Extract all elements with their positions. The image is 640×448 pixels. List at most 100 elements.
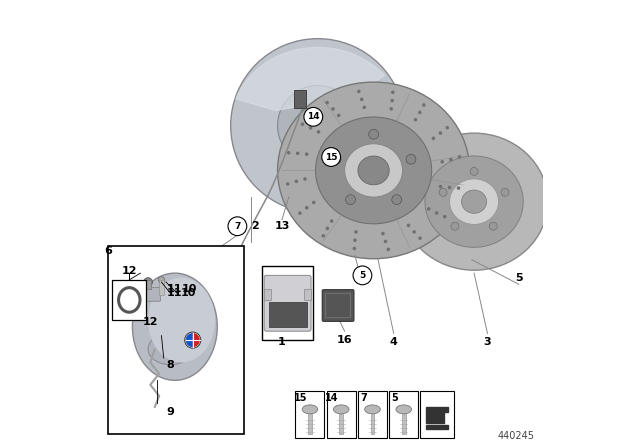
- Text: 12: 12: [143, 317, 158, 327]
- Circle shape: [431, 137, 435, 140]
- Circle shape: [322, 148, 340, 166]
- Circle shape: [294, 180, 298, 183]
- FancyBboxPatch shape: [113, 280, 146, 320]
- Text: 4: 4: [390, 337, 397, 347]
- Text: 5: 5: [515, 272, 522, 283]
- Circle shape: [296, 151, 300, 155]
- Circle shape: [326, 227, 329, 230]
- Ellipse shape: [316, 117, 431, 224]
- Circle shape: [391, 90, 395, 94]
- Circle shape: [390, 99, 394, 102]
- Circle shape: [158, 277, 164, 283]
- Polygon shape: [287, 158, 349, 204]
- Circle shape: [381, 232, 385, 235]
- Circle shape: [143, 278, 152, 287]
- FancyBboxPatch shape: [264, 276, 311, 331]
- Circle shape: [332, 154, 341, 164]
- Ellipse shape: [344, 144, 403, 197]
- Text: 2: 2: [252, 221, 259, 231]
- Circle shape: [298, 211, 301, 215]
- Text: 15: 15: [294, 393, 308, 403]
- Circle shape: [286, 182, 289, 186]
- Wedge shape: [278, 86, 358, 166]
- Wedge shape: [193, 333, 200, 340]
- Polygon shape: [236, 47, 385, 111]
- Circle shape: [419, 237, 422, 240]
- Text: 11: 11: [167, 288, 182, 298]
- Circle shape: [301, 122, 304, 126]
- Polygon shape: [426, 407, 449, 423]
- Circle shape: [353, 266, 372, 285]
- Circle shape: [449, 158, 452, 161]
- Circle shape: [438, 131, 442, 135]
- Circle shape: [457, 186, 460, 190]
- Ellipse shape: [365, 405, 380, 414]
- Circle shape: [332, 107, 335, 111]
- Text: 11: 11: [167, 284, 182, 294]
- Circle shape: [445, 126, 449, 129]
- Circle shape: [418, 111, 422, 114]
- Circle shape: [305, 152, 308, 156]
- FancyBboxPatch shape: [358, 392, 387, 439]
- Ellipse shape: [396, 405, 412, 414]
- Circle shape: [360, 98, 364, 101]
- Text: 3: 3: [484, 337, 492, 347]
- Circle shape: [439, 185, 442, 189]
- Text: 1: 1: [278, 337, 286, 347]
- Circle shape: [362, 106, 366, 109]
- Circle shape: [440, 160, 444, 164]
- FancyBboxPatch shape: [145, 280, 151, 289]
- Circle shape: [458, 155, 461, 159]
- Text: 13: 13: [275, 221, 290, 231]
- Text: 7: 7: [234, 222, 241, 231]
- Text: 14: 14: [325, 393, 339, 403]
- Ellipse shape: [302, 405, 318, 414]
- Ellipse shape: [148, 333, 193, 365]
- FancyBboxPatch shape: [305, 289, 311, 300]
- Text: 12: 12: [122, 266, 137, 276]
- Ellipse shape: [333, 405, 349, 414]
- Circle shape: [392, 195, 402, 205]
- Ellipse shape: [449, 179, 499, 224]
- Ellipse shape: [401, 133, 548, 270]
- Circle shape: [337, 114, 340, 117]
- Ellipse shape: [461, 190, 486, 213]
- FancyBboxPatch shape: [402, 414, 406, 434]
- FancyBboxPatch shape: [108, 246, 244, 434]
- Circle shape: [384, 240, 387, 243]
- Text: 440245: 440245: [497, 431, 534, 440]
- Circle shape: [321, 234, 325, 237]
- Circle shape: [427, 207, 431, 211]
- Text: 10: 10: [180, 288, 196, 298]
- Ellipse shape: [124, 294, 134, 306]
- Ellipse shape: [425, 156, 524, 247]
- Circle shape: [305, 206, 308, 210]
- Circle shape: [317, 130, 320, 134]
- Circle shape: [185, 332, 201, 348]
- Ellipse shape: [358, 156, 389, 185]
- Circle shape: [353, 238, 357, 242]
- FancyBboxPatch shape: [264, 289, 271, 300]
- FancyBboxPatch shape: [420, 392, 454, 439]
- Text: 5: 5: [359, 271, 365, 280]
- Text: 15: 15: [325, 152, 337, 162]
- Circle shape: [422, 103, 426, 107]
- Circle shape: [228, 217, 247, 236]
- Text: 7: 7: [360, 393, 367, 403]
- Polygon shape: [426, 425, 449, 430]
- Circle shape: [413, 118, 417, 121]
- Circle shape: [443, 215, 447, 219]
- Circle shape: [312, 201, 316, 204]
- FancyBboxPatch shape: [133, 288, 161, 301]
- Circle shape: [304, 108, 323, 126]
- FancyBboxPatch shape: [322, 290, 354, 321]
- Circle shape: [369, 129, 378, 139]
- Text: 14: 14: [307, 112, 319, 121]
- Circle shape: [389, 107, 393, 111]
- Circle shape: [330, 220, 333, 223]
- FancyBboxPatch shape: [371, 414, 374, 434]
- Wedge shape: [186, 333, 193, 347]
- Text: 10: 10: [182, 284, 197, 294]
- Circle shape: [308, 126, 312, 129]
- Circle shape: [387, 248, 390, 251]
